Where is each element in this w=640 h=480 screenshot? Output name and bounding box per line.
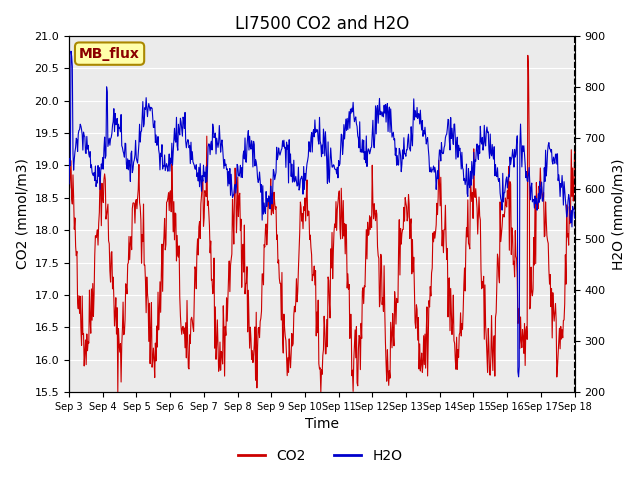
Y-axis label: CO2 (mmol/m3): CO2 (mmol/m3)	[15, 158, 29, 269]
Y-axis label: H2O (mmol/m3): H2O (mmol/m3)	[611, 158, 625, 270]
Legend: CO2, H2O: CO2, H2O	[232, 443, 408, 468]
X-axis label: Time: Time	[305, 418, 339, 432]
Title: LI7500 CO2 and H2O: LI7500 CO2 and H2O	[235, 15, 409, 33]
Text: MB_flux: MB_flux	[79, 47, 140, 60]
